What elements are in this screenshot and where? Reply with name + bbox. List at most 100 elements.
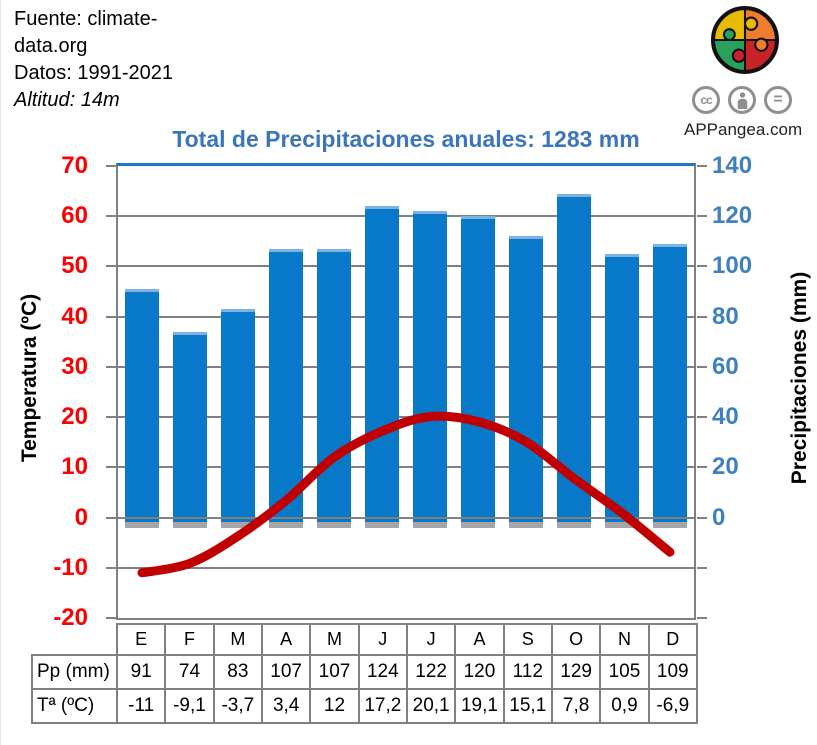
right-axis-tick [697, 617, 707, 619]
precip-bar-shadow [461, 521, 495, 528]
month-label: A [260, 623, 312, 656]
left-axis-tick [106, 416, 116, 419]
month-label: A [454, 623, 505, 656]
value-cell: 17,2 [357, 688, 408, 724]
precip-tick-label: 0 [712, 503, 726, 531]
value-cell: 0,9 [599, 688, 650, 724]
temp-tick-label: 60 [61, 202, 88, 230]
source-line-1: Fuente: climate- [14, 8, 158, 30]
data-table: E F M A M J J A S O N D Pp (mm) 91 74 83 107 107 124 122 120… [31, 623, 698, 724]
temp-tick-label: 70 [61, 152, 88, 179]
source-line-2: data.org [14, 35, 88, 57]
data-range-line: Datos: 1991-2021 [14, 62, 174, 84]
left-axis-tick [106, 215, 116, 218]
value-cell: 15,1 [502, 688, 553, 724]
precip-tick-label: 80 [712, 302, 739, 330]
month-label: O [550, 623, 602, 656]
right-axis-tick [697, 466, 707, 469]
month-label: S [502, 623, 553, 656]
temp-tick-label: 50 [61, 252, 88, 280]
temp-tick-label: 10 [61, 453, 88, 481]
value-cell: 83 [212, 654, 263, 690]
precip-bar-shadow [317, 521, 351, 528]
precip-bar-shadow [605, 521, 639, 528]
value-cell: 107 [260, 654, 312, 690]
row-header: Tª (ºC) [31, 688, 118, 724]
value-cell: 109 [647, 654, 698, 690]
value-cell: 107 [309, 654, 360, 690]
gridline [118, 215, 694, 218]
precip-bar [317, 248, 351, 522]
value-cell: 120 [454, 654, 505, 690]
value-cell: 20,1 [405, 688, 457, 724]
appangea-logo-icon [711, 6, 779, 74]
precip-bar-shadow [557, 521, 591, 528]
value-cell: -9,1 [164, 688, 215, 724]
precip-bar-shadow [125, 521, 159, 528]
plot-area [116, 163, 696, 620]
month-label: N [599, 623, 650, 656]
precip-tick-label: 20 [712, 453, 739, 481]
precip-bar [221, 309, 255, 522]
left-axis-tick [106, 365, 116, 368]
left-axis-tick [106, 566, 116, 569]
right-axis-tick [697, 165, 707, 167]
precip-tick-label: 100 [712, 252, 753, 280]
value-cell: 7,8 [550, 688, 602, 724]
value-cell: -11 [115, 688, 167, 724]
precip-tick-label: 140 [712, 152, 753, 179]
zero-axis-line [118, 516, 694, 519]
right-axis-title: Precipitaciones (mm) [788, 271, 811, 485]
left-axis-tick [106, 516, 116, 519]
temperature-line [137, 411, 675, 578]
cc-license-icon: cc [692, 86, 720, 114]
right-axis-tick [697, 315, 707, 318]
temp-tick-label: -10 [53, 553, 88, 581]
right-axis-tick [697, 215, 707, 218]
precip-bar-shadow [653, 521, 687, 528]
precip-bar [653, 243, 687, 522]
precip-bar [269, 248, 303, 522]
value-cell: 129 [550, 654, 602, 690]
precip-bar [461, 216, 495, 522]
temp-tick-label: 0 [74, 503, 88, 531]
month-label: E [115, 623, 167, 656]
gridline [118, 466, 694, 469]
altitude-line: Altitud: 14m [14, 89, 120, 111]
temp-tick-label: 30 [61, 352, 88, 380]
value-cell: 3,4 [260, 688, 312, 724]
month-label: J [357, 623, 408, 656]
precip-bar-shadow [221, 521, 255, 528]
month-label: D [647, 623, 698, 656]
attribution-person-icon [728, 86, 756, 114]
precip-bar [125, 289, 159, 522]
precipitation-row: Pp (mm) 91 74 83 107 107 124 122 120 112 129 105 109 [31, 654, 698, 690]
equals-license-icon: = [764, 86, 792, 114]
row-header: Pp (mm) [31, 654, 118, 690]
value-cell: 74 [164, 654, 215, 690]
precip-bar [605, 253, 639, 522]
precip-bar [413, 211, 447, 522]
precip-bar-shadow [509, 521, 543, 528]
right-axis-tick [697, 516, 707, 519]
gridline [118, 365, 694, 368]
value-cell: -3,7 [212, 688, 263, 724]
temp-tick-label: 40 [61, 302, 88, 330]
value-cell: 12 [309, 688, 360, 724]
chart-title: Total de Precipitaciones anuales: 1283 m… [172, 126, 640, 152]
temp-tick-label: 20 [61, 403, 88, 431]
precip-bar [509, 236, 543, 522]
value-cell: 91 [115, 654, 167, 690]
month-label: M [212, 623, 263, 656]
left-axis-tick [106, 165, 116, 167]
precip-bar-shadow [365, 521, 399, 528]
left-axis-tick [106, 617, 116, 619]
value-cell: 122 [405, 654, 457, 690]
left-axis-tick [106, 315, 116, 318]
month-label: J [405, 623, 457, 656]
source-info: Fuente: climate- data.org Datos: 1991-20… [14, 6, 173, 114]
value-cell: 112 [502, 654, 553, 690]
gridline [118, 265, 694, 268]
